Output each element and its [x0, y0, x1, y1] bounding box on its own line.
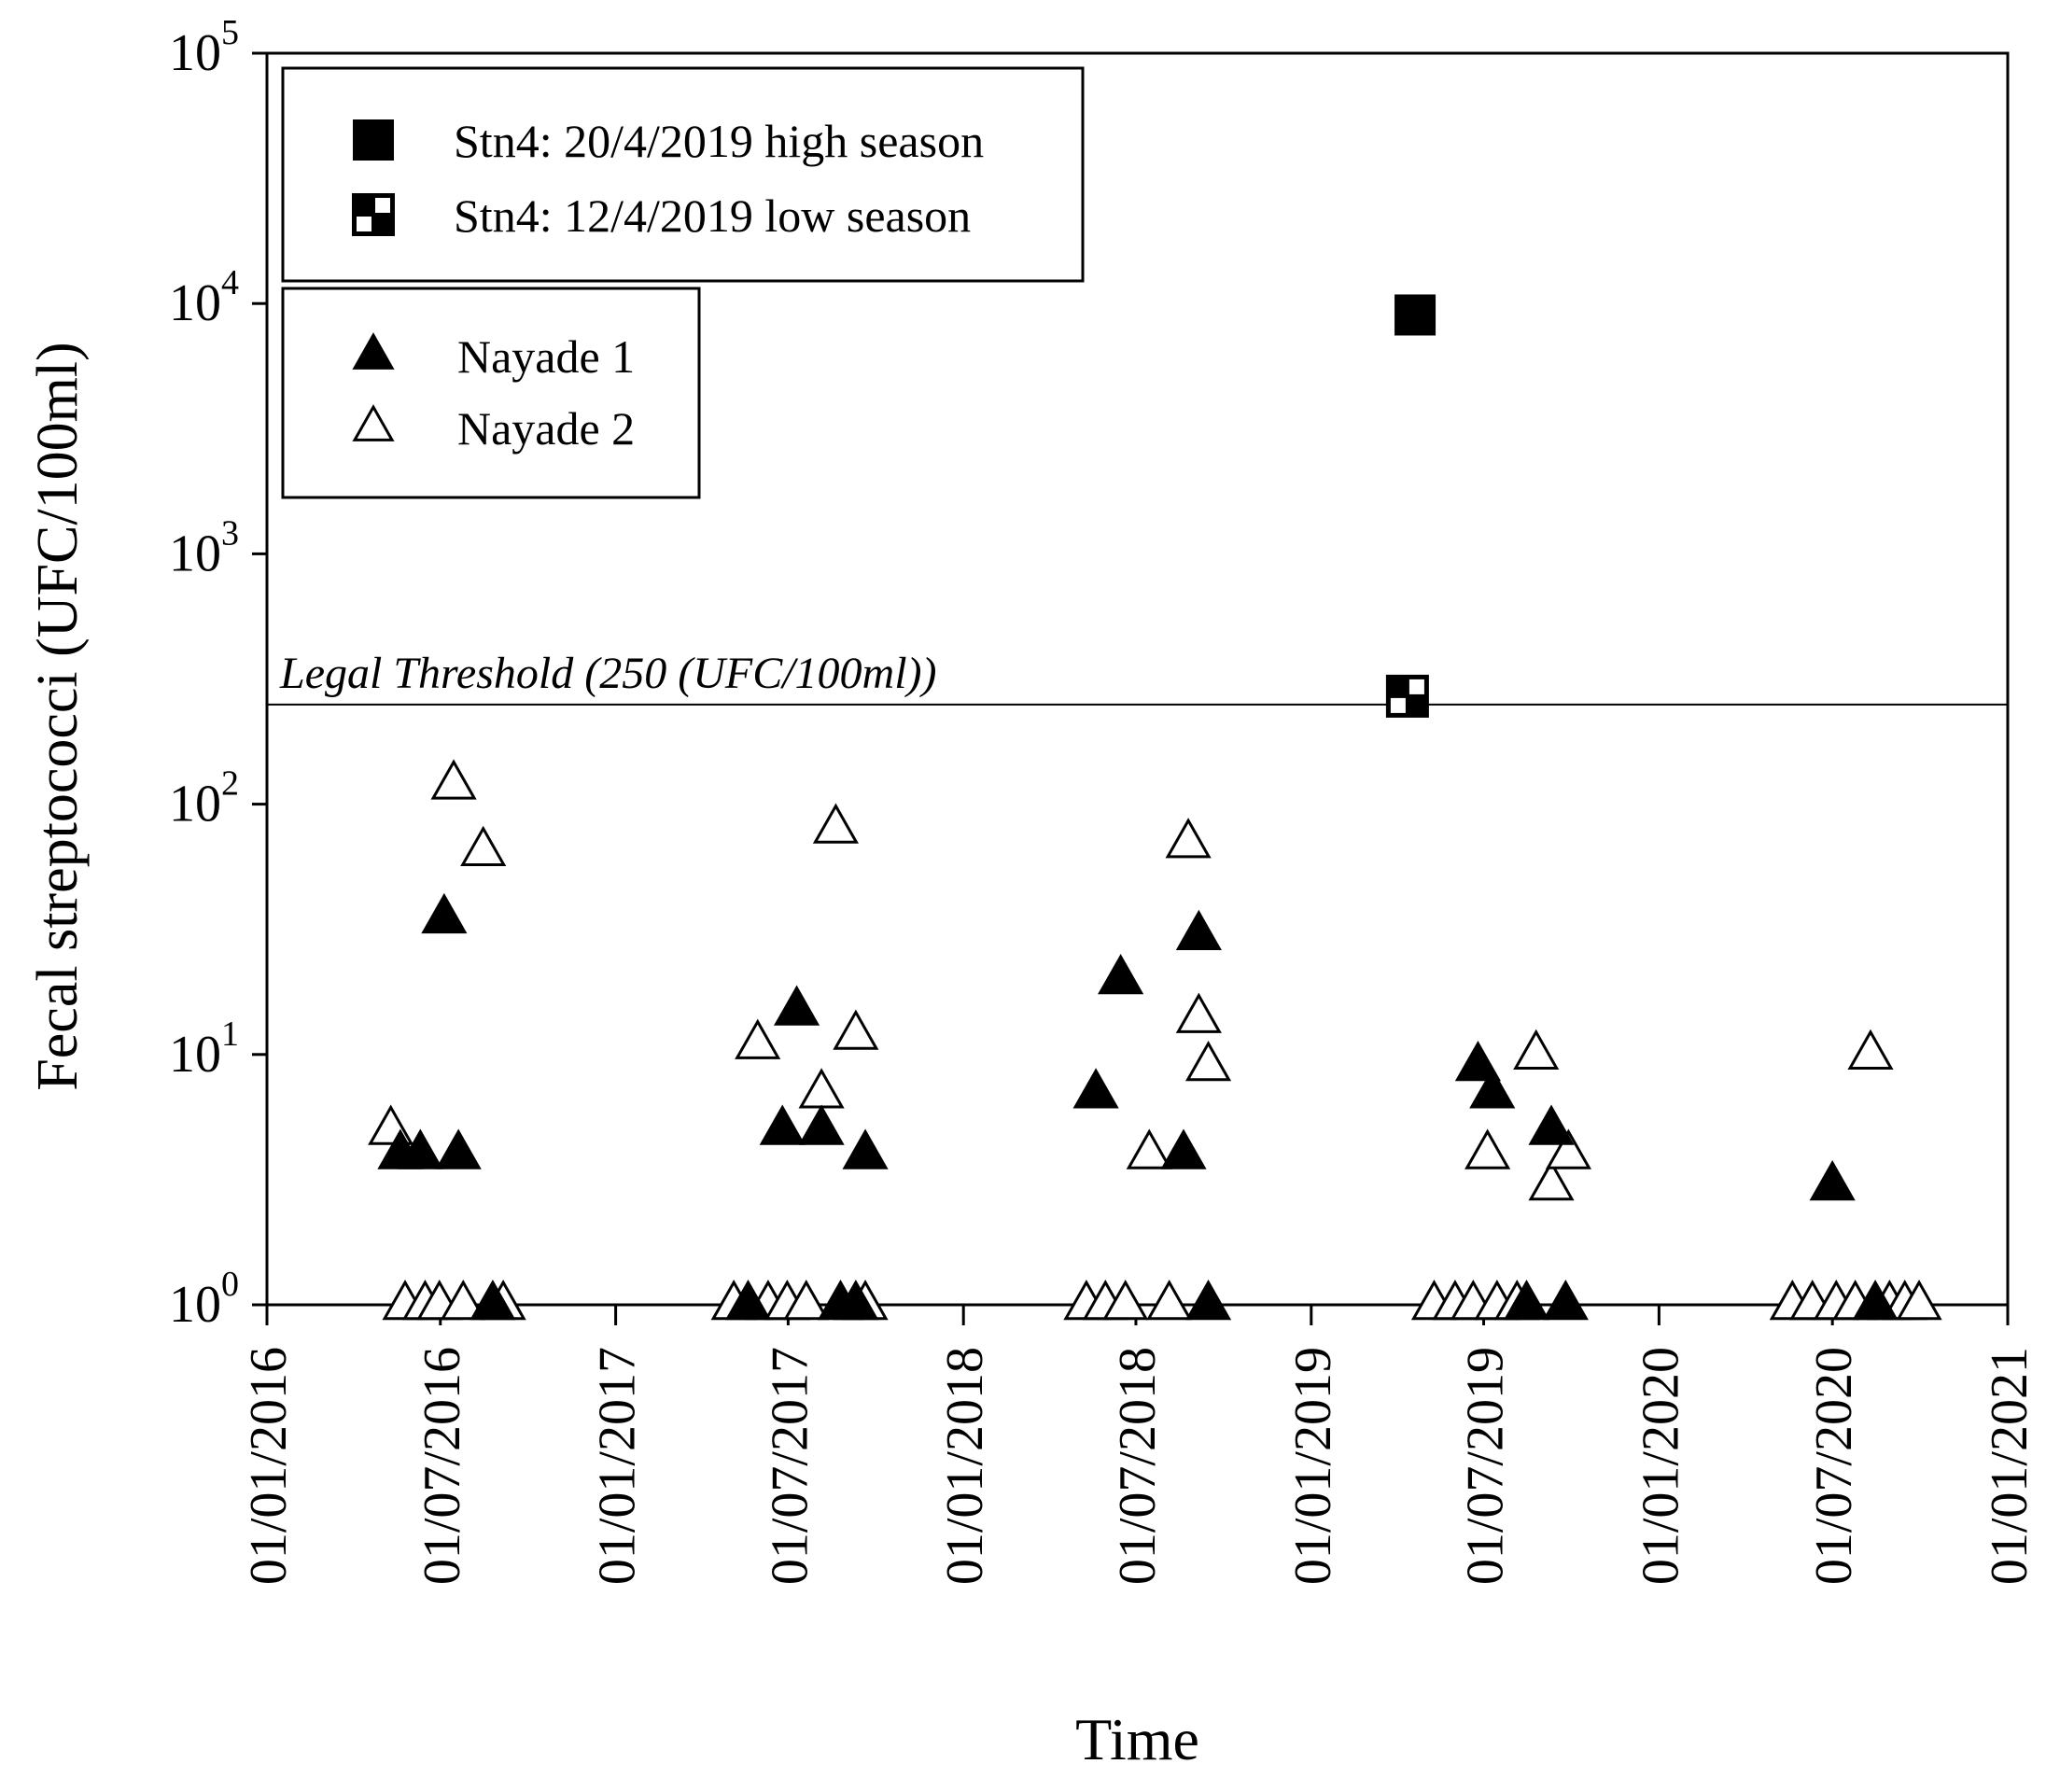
legend-box-stn4 — [281, 66, 1085, 283]
point-nayade-1 — [435, 1128, 482, 1169]
legend: Stn4: 20/4/2019 high season Stn4: 12/4/20… — [281, 66, 1085, 499]
x-axis-title: Time — [1075, 1706, 1199, 1772]
point-nayade-2 — [1545, 1128, 1591, 1169]
point-nayade-2 — [783, 1279, 830, 1321]
square-cell — [357, 217, 371, 231]
point-nayade-1 — [759, 1104, 806, 1145]
point-nayade-1 — [421, 892, 468, 934]
point-nayade-1 — [1528, 1104, 1575, 1145]
point-nayade-1 — [1542, 1279, 1589, 1321]
legend-label-stn4-12-4-2019-low-season: Stn4: 12/4/2019 low season — [454, 189, 971, 242]
threshold-label: Legal Threshold (250 (UFC/100ml)) — [279, 649, 937, 698]
point-nayade-2 — [798, 1068, 845, 1109]
x-tick-label: 01/01/2017 — [589, 1347, 647, 1585]
point-nayade-2 — [1513, 1029, 1560, 1071]
point-nayade-1 — [1160, 1128, 1207, 1169]
x-tick-label: 01/07/2019 — [1457, 1347, 1515, 1585]
square-cell — [375, 198, 390, 213]
x-tick-label: 01/01/2020 — [1632, 1347, 1689, 1585]
point-nayade-2 — [1165, 818, 1212, 859]
y-tick-label: 102 — [169, 764, 239, 833]
point-nayade-2 — [1175, 992, 1222, 1033]
legend-marker-nayade-2 — [352, 404, 395, 441]
legend-marker-nayade-1 — [352, 332, 395, 370]
point-nayade-2 — [812, 803, 859, 844]
y-tick-label: 100 — [169, 1265, 239, 1334]
point-nayade-1 — [1469, 1068, 1516, 1109]
legend-label-nayade-2: Nayade 2 — [457, 402, 635, 455]
x-tick-label: 01/07/2017 — [761, 1347, 819, 1585]
y-tick-label: 103 — [169, 513, 239, 582]
legend-label-nayade-1: Nayade 1 — [457, 330, 635, 383]
point-nayade-1 — [1454, 1041, 1502, 1082]
point-nayade-1 — [397, 1128, 443, 1169]
x-tick-label: 01/07/2018 — [1109, 1347, 1167, 1585]
point-nayade-2 — [430, 759, 477, 800]
legend-marker-stn4-12-4-2019-low-season — [352, 193, 395, 236]
y-tick-label: 101 — [169, 1015, 239, 1084]
point-nayade-2 — [440, 1279, 486, 1321]
square-cell — [1408, 679, 1424, 694]
point-nayade-1 — [1175, 909, 1222, 951]
x-tick-label: 01/01/2018 — [936, 1347, 994, 1585]
point-nayade-2 — [735, 1018, 781, 1059]
y-tick-label: 105 — [169, 13, 239, 82]
legend-label-stn4-20-4-2019-high-season: Stn4: 20/4/2019 high season — [454, 115, 984, 167]
point-nayade-2 — [1102, 1279, 1149, 1321]
point-nayade-2 — [833, 1009, 879, 1050]
point-nayade-1 — [833, 1279, 879, 1321]
point-nayade-1 — [469, 1279, 516, 1321]
point-nayade-2 — [1126, 1128, 1172, 1169]
point-nayade-2 — [1184, 1041, 1232, 1082]
point-stn4-20-4-2019-high-season — [1394, 294, 1436, 336]
y-axis-title: Fecal streptococci (UFC/100ml) — [26, 342, 90, 1090]
point-nayade-1 — [773, 985, 820, 1026]
x-tick-label: 01/01/2021 — [1981, 1347, 2039, 1585]
point-nayade-1 — [1503, 1279, 1550, 1321]
x-tick-label: 01/01/2019 — [1284, 1347, 1342, 1585]
y-tick-label: 104 — [169, 263, 239, 332]
point-stn4-12-4-2019-low-season — [1385, 674, 1429, 718]
point-nayade-1 — [1098, 954, 1144, 995]
point-nayade-1 — [1852, 1279, 1899, 1321]
point-nayade-2 — [1528, 1159, 1575, 1201]
data-markers — [368, 294, 1942, 1321]
legend-marker-stn4-20-4-2019-high-season — [353, 119, 394, 161]
point-nayade-2 — [1847, 1029, 1894, 1071]
point-nayade-2 — [1464, 1128, 1511, 1169]
point-nayade-1 — [798, 1104, 845, 1145]
point-nayade-1 — [724, 1279, 772, 1321]
point-nayade-2 — [1896, 1279, 1942, 1321]
square-fill — [353, 119, 394, 161]
legend-box-nayade — [281, 287, 701, 499]
point-nayade-1 — [1072, 1068, 1119, 1109]
plot-area: 100 101 102 103 104 105 01/01/2016 01/07/2016 01… — [169, 13, 2039, 1585]
x-tick-label: 01/07/2016 — [413, 1347, 471, 1585]
square-fill — [1394, 294, 1436, 336]
point-nayade-1 — [1809, 1159, 1856, 1201]
point-nayade-1 — [1184, 1279, 1232, 1321]
point-nayade-2 — [1146, 1279, 1193, 1321]
x-tick-label: 01/01/2016 — [240, 1347, 298, 1585]
point-nayade-2 — [460, 825, 507, 866]
square-cell — [1390, 697, 1406, 713]
point-nayade-1 — [842, 1128, 889, 1169]
x-tick-label: 01/07/2020 — [1805, 1347, 1863, 1585]
